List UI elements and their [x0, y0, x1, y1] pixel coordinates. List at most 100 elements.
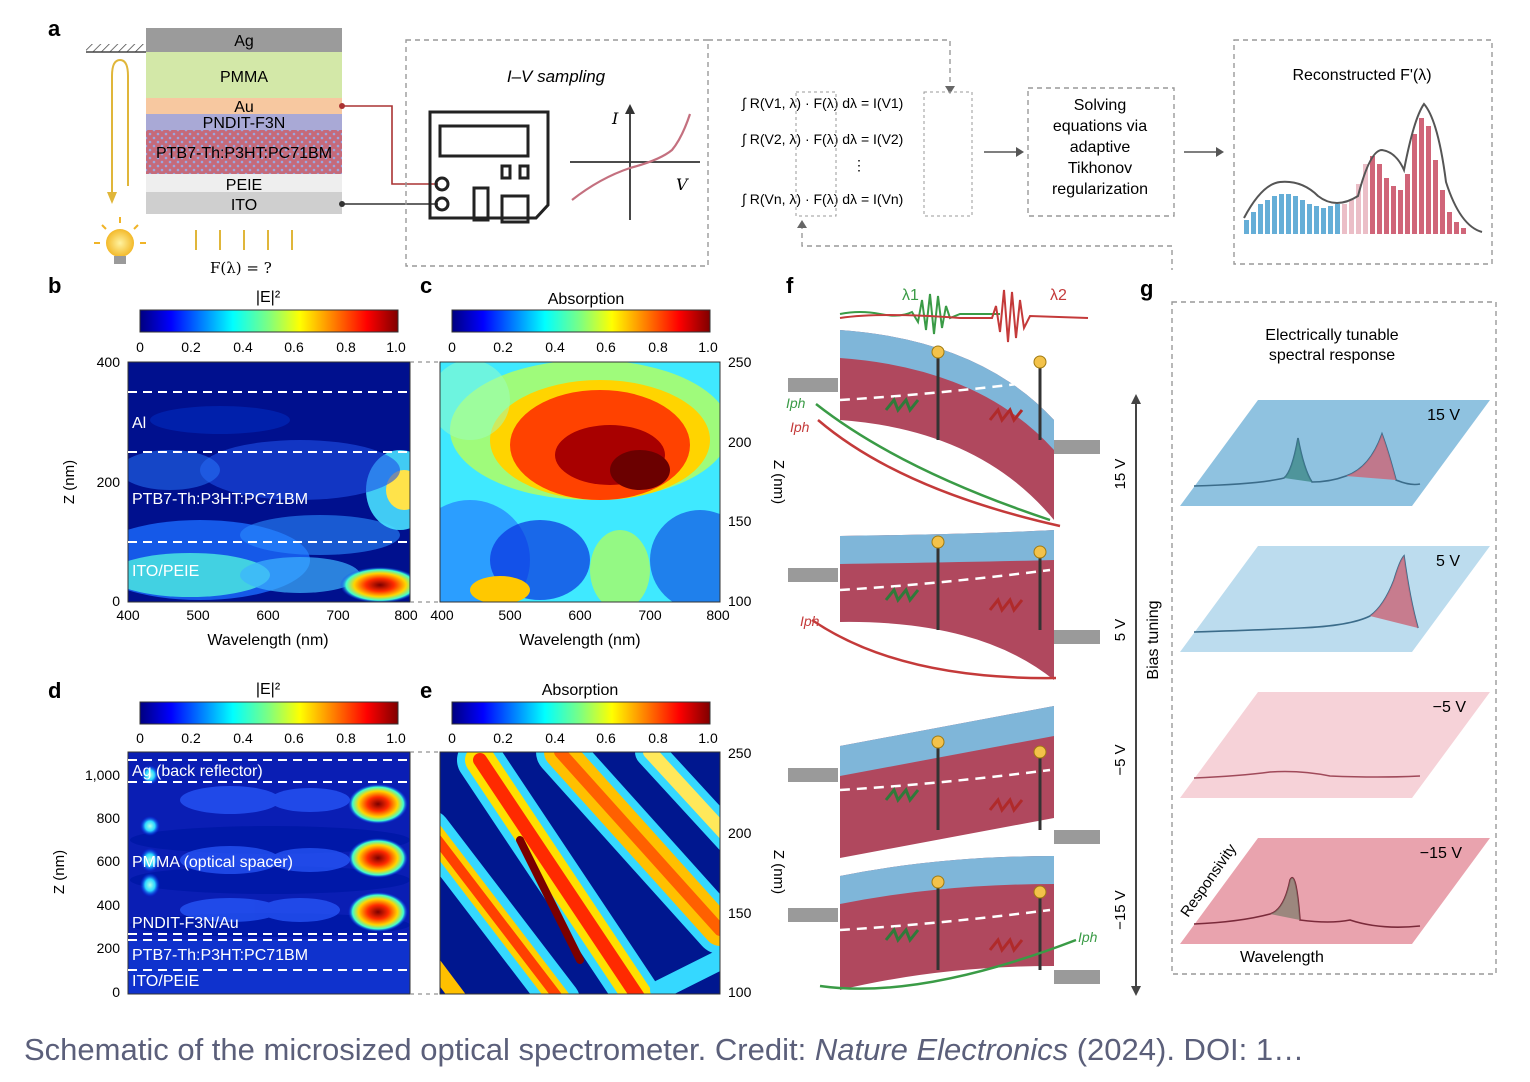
fermi-level — [839, 378, 1051, 402]
colorbar-b-title: |E|² — [256, 289, 281, 306]
svg-text:250: 250 — [728, 354, 752, 370]
svg-text:1.0: 1.0 — [386, 730, 406, 746]
plane-15v: 15 V — [1180, 400, 1490, 506]
layer-ag: Ag — [234, 33, 254, 50]
svg-text:PTB7-Th:P3HT:PC71BM: PTB7-Th:P3HT:PC71BM — [132, 491, 308, 508]
bias-labels: 15 V 5 V −5 V −15 V — [1112, 459, 1129, 930]
recon-bar — [1300, 200, 1305, 234]
recon-bar — [1349, 200, 1354, 234]
plane-minus15v: −15 V Responsivity Wavelength — [1177, 838, 1490, 966]
svg-text:Iph: Iph — [790, 419, 810, 435]
panel-label-d: d — [48, 678, 61, 703]
panel-e: e Absorption 0 0.2 0.4 0.6 0.8 1.0 — [420, 678, 787, 1000]
equations: ∫ R(V1, λ) · F(λ) dλ = I(V1) ∫ R(V2, λ) … — [741, 95, 903, 207]
panel-label-c: c — [420, 273, 432, 298]
figure-caption: Schematic of the microsized optical spec… — [24, 1032, 1305, 1067]
colorbar-b — [139, 309, 399, 333]
svg-text:|E|²: |E|² — [256, 681, 281, 698]
axis-i: I — [611, 109, 619, 128]
input-spectrum-label: F(λ) = ? — [210, 259, 272, 277]
svg-text:0.6: 0.6 — [596, 730, 616, 746]
svg-text:0: 0 — [448, 339, 456, 355]
svg-text:800: 800 — [97, 810, 121, 826]
svg-text:150: 150 — [728, 513, 752, 529]
panel-d: d |E|² 0 0.2 0.4 0.6 0.8 1.0 — [48, 678, 440, 1000]
lambda1-label: λ1 — [902, 287, 919, 304]
bias-axis-label: Bias tuning — [1145, 600, 1162, 679]
svg-text:0.4: 0.4 — [233, 730, 253, 746]
svg-text:150: 150 — [728, 905, 752, 921]
lambda2-label: λ2 — [1050, 287, 1067, 304]
svg-text:Iph: Iph — [1078, 929, 1098, 945]
incident-arrows — [195, 230, 293, 250]
electron-icon — [931, 345, 945, 359]
svg-text:ITO/PEIE: ITO/PEIE — [132, 563, 199, 580]
electron-icon — [1033, 545, 1047, 559]
recon-bar — [1251, 212, 1256, 234]
svg-text:Tikhonov: Tikhonov — [1068, 160, 1132, 177]
light-path — [111, 58, 129, 196]
svg-text:15 V: 15 V — [1112, 459, 1129, 490]
wave-packets — [839, 289, 1089, 343]
photon-red-icon — [988, 407, 1024, 423]
electron-icon — [931, 535, 945, 549]
contact-left — [788, 378, 838, 392]
photon-green-icon — [884, 397, 920, 413]
svg-text:0.8: 0.8 — [336, 339, 356, 355]
svg-text:500: 500 — [186, 607, 210, 623]
panel-c-yticks: 250 200 150 100 — [728, 354, 752, 609]
recon-bar — [1447, 212, 1452, 234]
svg-text:0.2: 0.2 — [493, 339, 513, 355]
recon-bar — [1405, 174, 1410, 234]
recon-bar — [1265, 200, 1270, 234]
panel-f: f λ1 λ2 Bias tuning 15 V 5 V −5 V −15 V … — [786, 273, 1162, 996]
band-transport-layer — [840, 856, 1054, 904]
colorbar-c-title: Absorption — [548, 291, 625, 308]
layer-au: Au — [234, 99, 254, 116]
svg-text:400: 400 — [430, 607, 454, 623]
recon-bar — [1335, 204, 1340, 234]
layer-stack: Ag PMMA Au PNDIT-F3N PTB7-Th:P3HT:PC71BM… — [146, 28, 342, 214]
recon-bar — [1412, 134, 1417, 234]
recon-bar — [1272, 196, 1277, 234]
recon-bar — [1433, 160, 1438, 234]
svg-text:5 V: 5 V — [1112, 619, 1129, 642]
reconstructed-title: Reconstructed F'(λ) — [1292, 67, 1431, 84]
panel-label-a: a — [48, 16, 61, 41]
colorbar-b-ticks: 0 0.2 0.4 0.6 0.8 1.0 — [136, 339, 406, 355]
electron-icon — [1033, 355, 1047, 369]
band-transport-layer — [840, 530, 1054, 564]
svg-text:400: 400 — [97, 897, 121, 913]
recon-bar — [1328, 206, 1333, 234]
electron-icon — [931, 735, 945, 749]
svg-text:Al: Al — [132, 415, 146, 432]
recon-bar — [1307, 204, 1312, 234]
fermi-level — [839, 768, 1051, 792]
recon-bar — [1363, 164, 1368, 234]
svg-text:−15 V: −15 V — [1420, 845, 1463, 862]
layer-ito: ITO — [231, 197, 257, 214]
electron-icon — [1033, 885, 1047, 899]
panel-c-ylabel: Z (nm) — [770, 460, 787, 504]
contact-right — [1054, 630, 1100, 644]
svg-text:0.4: 0.4 — [233, 339, 253, 355]
current-arrow — [811, 618, 1057, 680]
panel-label-e: e — [420, 678, 432, 703]
band-active-layer — [840, 530, 1054, 680]
svg-text:800: 800 — [394, 607, 418, 623]
svg-text:1.0: 1.0 — [386, 339, 406, 355]
svg-text:0.6: 0.6 — [284, 730, 304, 746]
recon-bar — [1314, 206, 1319, 234]
svg-text:−15 V: −15 V — [1112, 890, 1129, 930]
layer-pndit: PNDIT-F3N — [203, 115, 286, 132]
svg-text:800: 800 — [706, 607, 730, 623]
svg-text:∫ R(V2, λ) · F(λ) dλ = I(V2): ∫ R(V2, λ) · F(λ) dλ = I(V2) — [741, 131, 903, 147]
recon-bar — [1461, 228, 1466, 234]
hatch-mount — [86, 44, 144, 52]
current-arrow — [815, 403, 1051, 522]
current-arrow — [819, 938, 1077, 990]
iph-labels: Iph Iph Iph Iph — [786, 395, 1098, 945]
svg-text:600: 600 — [568, 607, 592, 623]
panel-label-b: b — [48, 273, 61, 298]
plane-minus5v: −5 V — [1180, 692, 1490, 798]
